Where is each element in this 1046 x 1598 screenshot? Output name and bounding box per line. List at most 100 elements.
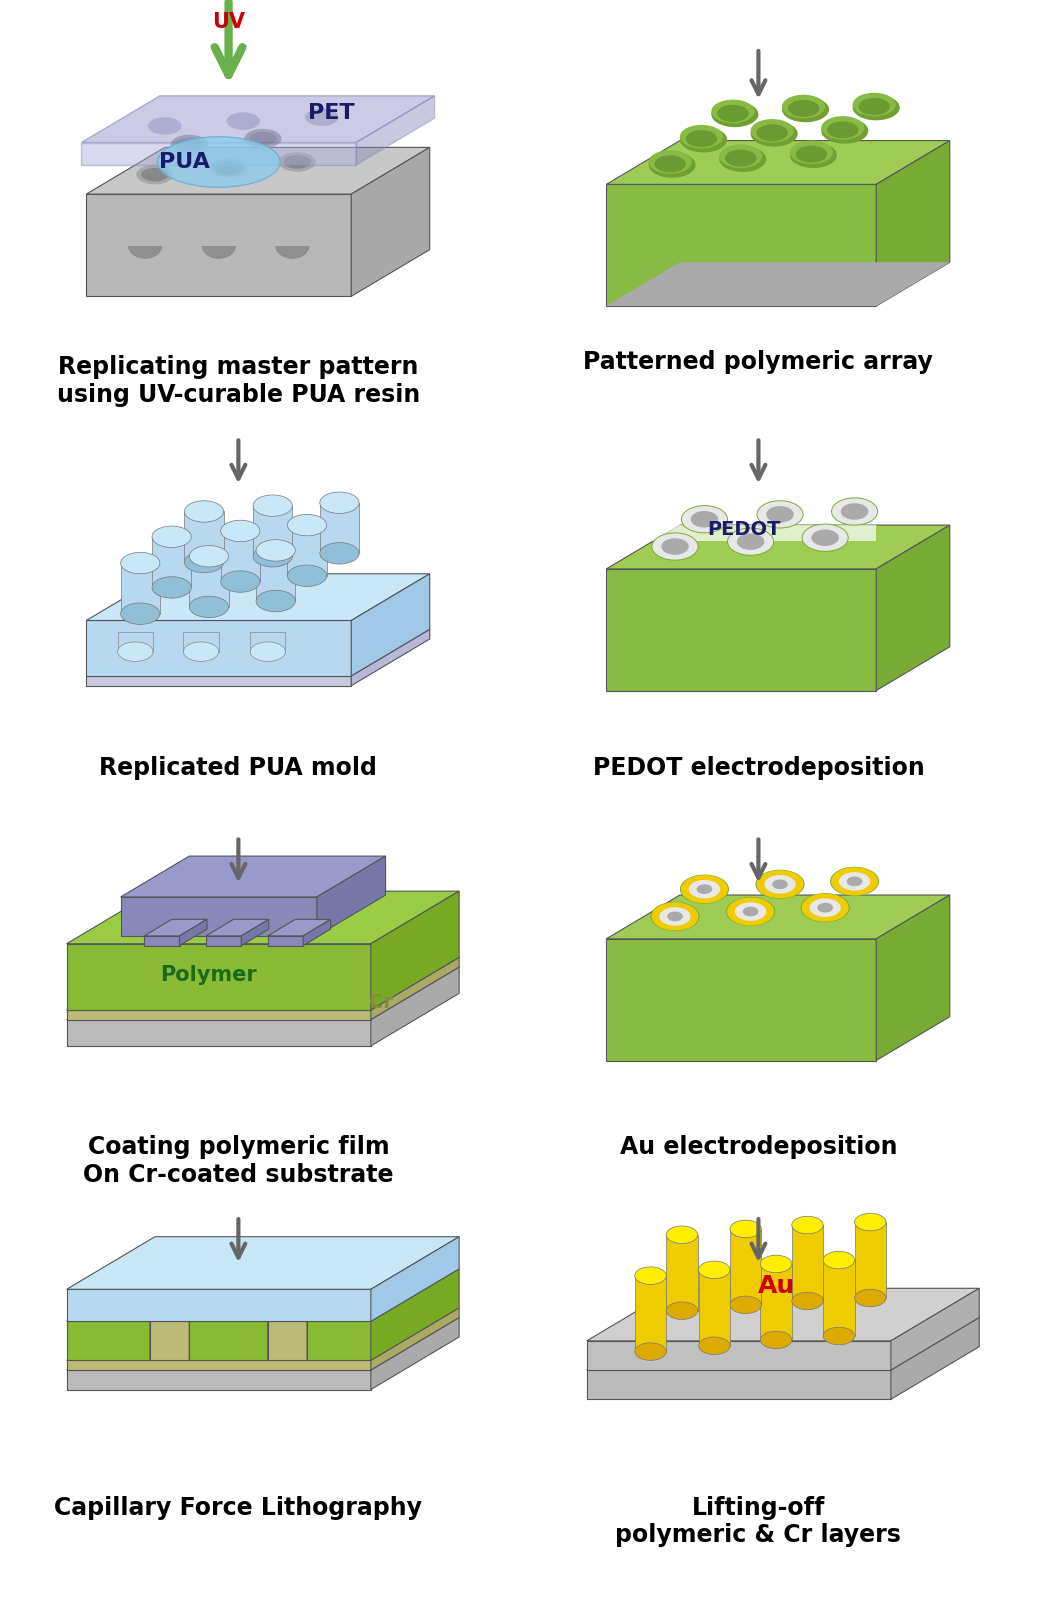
Polygon shape: [792, 1226, 823, 1301]
Polygon shape: [877, 526, 950, 690]
Polygon shape: [268, 1322, 308, 1360]
Text: PEDOT electrodeposition: PEDOT electrodeposition: [592, 756, 925, 780]
Polygon shape: [250, 633, 286, 652]
Polygon shape: [189, 1269, 277, 1360]
Ellipse shape: [802, 524, 847, 551]
Text: Capillary Force Lithography: Capillary Force Lithography: [54, 1496, 423, 1520]
Ellipse shape: [831, 868, 879, 895]
Ellipse shape: [751, 121, 798, 147]
Ellipse shape: [635, 1342, 666, 1360]
Polygon shape: [371, 1237, 459, 1322]
Polygon shape: [666, 1235, 698, 1310]
Ellipse shape: [221, 570, 260, 593]
Polygon shape: [184, 511, 224, 562]
Text: UV: UV: [212, 11, 245, 32]
Ellipse shape: [680, 125, 723, 149]
Ellipse shape: [690, 511, 719, 527]
Ellipse shape: [772, 879, 788, 888]
Polygon shape: [86, 147, 430, 193]
Polygon shape: [144, 936, 180, 946]
Polygon shape: [635, 1275, 666, 1352]
Polygon shape: [189, 1322, 268, 1360]
Ellipse shape: [823, 1251, 855, 1269]
Ellipse shape: [796, 145, 827, 163]
Ellipse shape: [756, 125, 788, 141]
Ellipse shape: [141, 168, 168, 182]
Polygon shape: [308, 1269, 395, 1360]
Ellipse shape: [666, 1302, 698, 1320]
Ellipse shape: [288, 566, 326, 586]
Ellipse shape: [176, 137, 203, 152]
Ellipse shape: [680, 874, 729, 904]
Ellipse shape: [859, 97, 890, 115]
Ellipse shape: [210, 158, 247, 177]
Ellipse shape: [158, 137, 280, 187]
Ellipse shape: [727, 898, 774, 925]
Ellipse shape: [760, 1331, 792, 1349]
Polygon shape: [371, 1317, 459, 1390]
Ellipse shape: [681, 505, 728, 534]
Ellipse shape: [730, 1221, 761, 1238]
Ellipse shape: [253, 495, 292, 516]
Ellipse shape: [250, 642, 286, 662]
Polygon shape: [67, 1360, 371, 1369]
Ellipse shape: [189, 545, 229, 567]
Polygon shape: [120, 857, 386, 896]
Ellipse shape: [711, 99, 754, 123]
Ellipse shape: [810, 898, 841, 917]
Polygon shape: [607, 502, 877, 518]
Ellipse shape: [728, 529, 773, 555]
Polygon shape: [118, 633, 153, 652]
Ellipse shape: [170, 134, 208, 153]
Ellipse shape: [735, 903, 767, 920]
Ellipse shape: [305, 109, 339, 126]
Polygon shape: [371, 1307, 459, 1369]
Ellipse shape: [697, 884, 712, 893]
Polygon shape: [67, 1010, 371, 1020]
Ellipse shape: [649, 150, 691, 174]
Ellipse shape: [846, 877, 863, 887]
Polygon shape: [877, 895, 950, 1061]
Polygon shape: [67, 967, 459, 1020]
Polygon shape: [268, 936, 303, 946]
Ellipse shape: [227, 112, 260, 129]
Polygon shape: [607, 526, 877, 540]
Text: Au electrodeposition: Au electrodeposition: [619, 1136, 897, 1160]
Polygon shape: [320, 503, 359, 553]
Ellipse shape: [189, 596, 229, 617]
Polygon shape: [180, 919, 207, 946]
Ellipse shape: [751, 120, 794, 142]
Ellipse shape: [651, 901, 700, 932]
Polygon shape: [268, 1269, 395, 1322]
Ellipse shape: [666, 1226, 698, 1243]
Ellipse shape: [792, 1293, 823, 1310]
Polygon shape: [67, 1369, 371, 1390]
Ellipse shape: [756, 871, 803, 898]
Ellipse shape: [757, 502, 802, 527]
Polygon shape: [891, 1288, 979, 1369]
Ellipse shape: [288, 515, 326, 535]
Ellipse shape: [184, 500, 224, 523]
Ellipse shape: [120, 602, 160, 625]
Polygon shape: [607, 262, 950, 307]
Ellipse shape: [653, 534, 698, 559]
Polygon shape: [67, 944, 371, 1010]
Ellipse shape: [256, 590, 295, 612]
Polygon shape: [351, 630, 430, 686]
Polygon shape: [67, 957, 459, 1010]
Ellipse shape: [827, 121, 859, 139]
Ellipse shape: [718, 105, 749, 121]
Polygon shape: [607, 938, 877, 1061]
Ellipse shape: [821, 118, 868, 144]
Text: Replicated PUA mold: Replicated PUA mold: [99, 756, 378, 780]
Text: Cr: Cr: [368, 992, 392, 1012]
Polygon shape: [86, 574, 430, 620]
Ellipse shape: [817, 903, 833, 912]
Text: PEDOT: PEDOT: [707, 521, 780, 540]
Ellipse shape: [832, 499, 878, 524]
Polygon shape: [607, 184, 877, 307]
Polygon shape: [67, 1290, 371, 1322]
Ellipse shape: [681, 876, 728, 903]
Polygon shape: [587, 1341, 891, 1369]
Ellipse shape: [841, 503, 868, 519]
